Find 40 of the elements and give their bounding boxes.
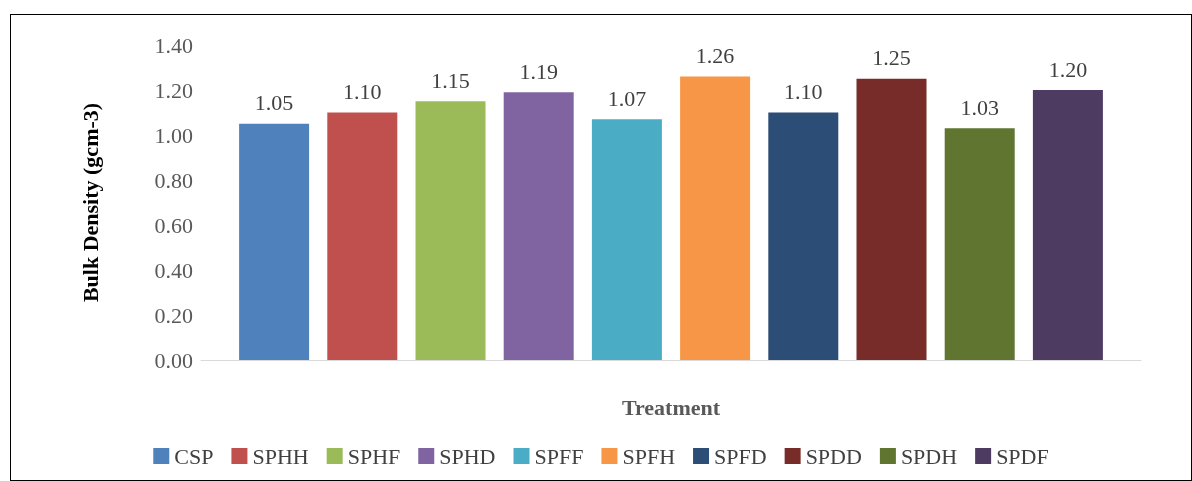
- y-tick-label: 1.20: [154, 77, 193, 103]
- data-label: 1.19: [519, 58, 558, 84]
- data-label: 1.20: [1048, 56, 1088, 82]
- y-axis-title: Bulk Density (gcm-3): [77, 102, 103, 303]
- y-tick-label: 1.40: [154, 32, 193, 58]
- bar: [503, 92, 574, 360]
- legend-label: SPDH: [900, 443, 958, 469]
- bar: [239, 123, 310, 360]
- x-axis-title: Treatment: [621, 394, 721, 420]
- data-label: 1.26: [695, 43, 735, 68]
- data-label: 1.05: [254, 90, 294, 116]
- bar: [591, 119, 662, 360]
- bar: [327, 112, 398, 360]
- legend-label: SPFD: [714, 443, 767, 469]
- bar: [680, 76, 751, 360]
- bar: [944, 128, 1015, 360]
- y-tick-label: 0.60: [154, 212, 193, 238]
- y-tick-label: 0.20: [154, 302, 193, 328]
- bar: [415, 101, 486, 360]
- y-tick-label: 0.80: [154, 167, 193, 193]
- legend-label: SPDF: [996, 443, 1049, 469]
- data-label: 1.07: [607, 85, 647, 111]
- legend-label: CSP: [174, 443, 214, 469]
- bar: [768, 112, 839, 360]
- legend-label: SPDD: [805, 443, 862, 469]
- data-label: 1.10: [784, 79, 823, 104]
- legend-label: SPHH: [252, 443, 309, 469]
- legend-label: SPFH: [622, 443, 676, 469]
- data-label: 1.15: [431, 67, 470, 93]
- y-tick-label: 1.00: [154, 122, 193, 148]
- legend-label: SPHF: [347, 443, 401, 469]
- y-tick-label: 0.40: [154, 257, 193, 283]
- legend-label: SPFF: [534, 443, 584, 469]
- bar: [1032, 90, 1103, 360]
- data-label: 1.25: [872, 45, 911, 71]
- bar: [856, 78, 927, 360]
- data-label: 1.03: [960, 94, 999, 120]
- legend-label: SPHD: [439, 443, 496, 469]
- data-label: 1.10: [343, 79, 382, 104]
- y-tick-label: 0.00: [154, 347, 193, 373]
